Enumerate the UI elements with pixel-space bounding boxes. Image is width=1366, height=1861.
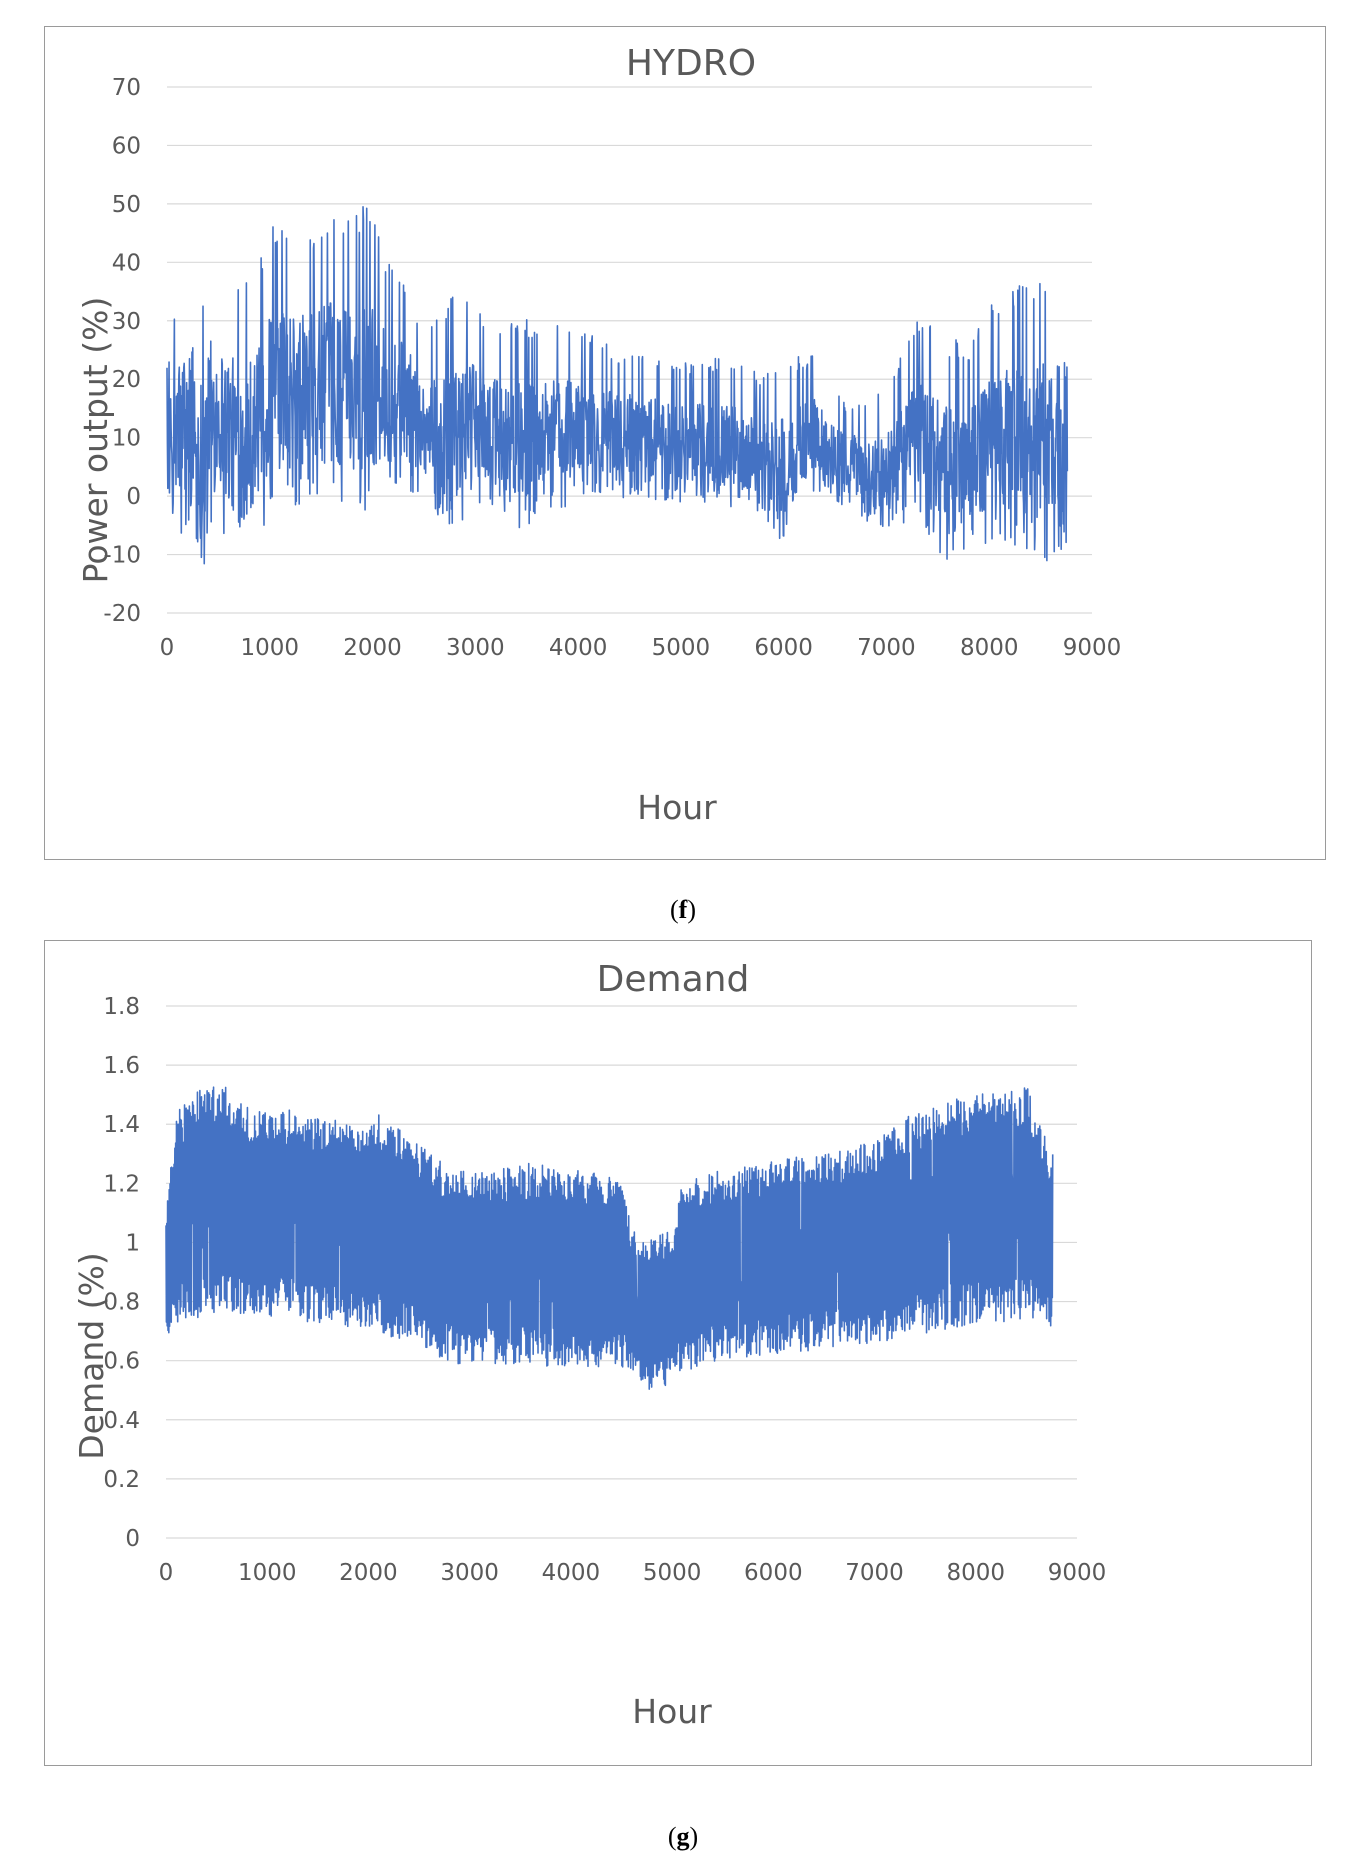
y-tick-label: 1.4 [103,1112,140,1138]
x-tick-label: 1000 [238,1560,297,1586]
y-tick-label: 40 [112,250,141,276]
x-tick-label: 6000 [744,1560,803,1586]
x-tick-label: 2000 [339,1560,398,1586]
x-axis-label: Hour [632,1692,712,1731]
y-tick-label: -10 [103,543,141,569]
x-tick-label: 8000 [947,1560,1006,1586]
y-axis-ticks: -20 -10 0 10 20 30 40 50 60 70 [103,75,141,627]
x-tick-label: 1000 [241,635,300,661]
x-tick-label: 4000 [542,1560,601,1586]
caption-letter: f [678,895,688,924]
hydro-chart-panel: HYDRO -20 -10 0 10 20 30 40 50 60 70 0 1000 2000 300… [44,26,1326,860]
x-axis-ticks: 0 1000 2000 3000 4000 5000 6000 7000 8000 9000 [160,635,1122,661]
hydro-chart: HYDRO -20 -10 0 10 20 30 40 50 60 70 0 1000 2000 300… [76,43,1122,827]
x-tick-label: 5000 [643,1560,702,1586]
y-tick-label: 0 [125,1526,140,1552]
x-tick-label: 0 [159,1560,174,1586]
hydro-series-line [166,205,1069,565]
y-tick-label: 0 [126,484,141,510]
x-axis-ticks: 0 1000 2000 3000 4000 5000 6000 7000 8000 9000 [159,1560,1107,1586]
y-axis-label: Power output (%) [76,297,115,584]
y-axis-ticks: 0 0.2 0.4 0.6 0.8 1 1.2 1.4 1.6 1.8 [103,994,140,1552]
x-tick-label: 9000 [1048,1560,1107,1586]
x-tick-label: 3000 [440,1560,499,1586]
y-tick-label: 1.6 [103,1053,140,1079]
x-tick-label: 3000 [446,635,505,661]
x-tick-label: 7000 [845,1560,904,1586]
x-tick-label: 4000 [549,635,608,661]
y-tick-label: 50 [112,192,141,218]
y-tick-label: 20 [112,367,141,393]
demand-chart-panel: Demand 0 0.2 0.4 0.6 0.8 1 1.2 1.4 1.6 1.8 0 1000 2… [44,940,1312,1766]
x-tick-label: 5000 [652,635,711,661]
chart-title: HYDRO [626,43,756,84]
x-tick-label: 6000 [754,635,813,661]
x-tick-label: 2000 [343,635,402,661]
y-tick-label: 30 [112,309,141,335]
y-tick-label: 60 [112,133,141,159]
figure-caption-f: (f) [669,895,696,924]
x-tick-label: 7000 [857,635,916,661]
y-tick-label: 0.8 [103,1290,140,1316]
chart-title: Demand [597,959,750,1000]
y-axis-label: Demand (%) [72,1252,111,1460]
y-tick-label: 0.6 [103,1349,140,1375]
y-tick-label: 1.2 [103,1171,140,1197]
y-tick-label: 1.8 [103,994,140,1020]
y-tick-label: 10 [112,426,141,452]
figure-caption-g: (g) [667,1822,699,1851]
x-axis-label: Hour [637,788,717,827]
x-tick-label: 9000 [1063,635,1122,661]
x-tick-label: 8000 [960,635,1019,661]
x-tick-label: 0 [160,635,175,661]
y-tick-label: 0.4 [103,1408,140,1434]
y-tick-label: 70 [112,75,141,101]
caption-letter: g [676,1822,690,1851]
demand-series-line [165,1086,1054,1390]
y-tick-label: -20 [103,601,141,627]
y-tick-label: 0.2 [103,1467,140,1493]
demand-chart: Demand 0 0.2 0.4 0.6 0.8 1 1.2 1.4 1.6 1.8 0 1000 2… [72,959,1107,1731]
y-tick-label: 1 [125,1230,140,1256]
